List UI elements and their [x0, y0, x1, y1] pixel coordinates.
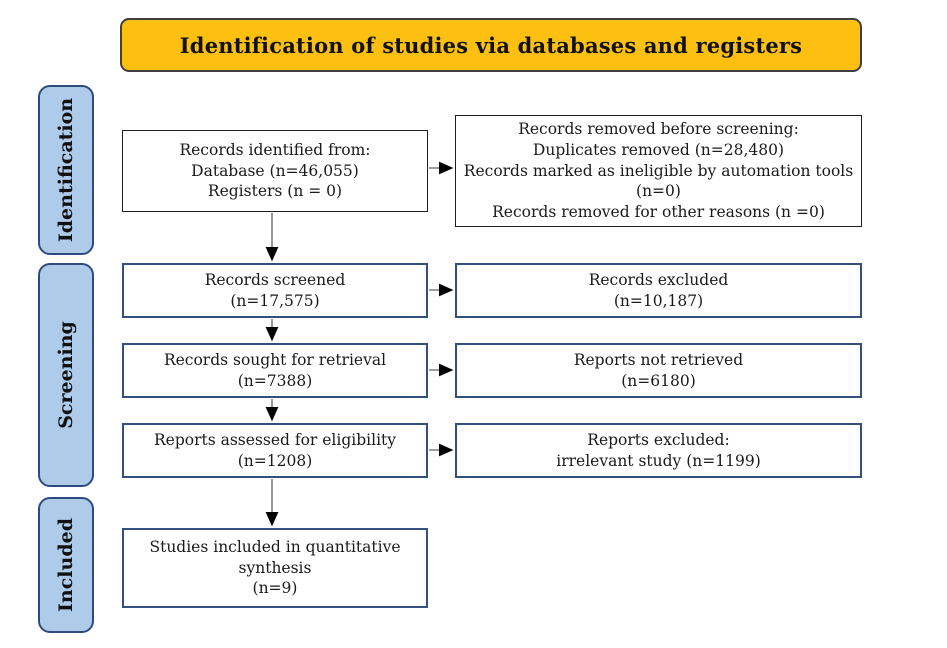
box-line: Records removed before screening:: [518, 119, 799, 138]
box-line: Records excluded: [588, 270, 729, 289]
box-line: Duplicates removed (n=28,480): [532, 140, 785, 159]
box-reports-excluded: Reports excluded: irrelevant study (n=11…: [455, 423, 862, 478]
box-line: Reports not retrieved: [573, 350, 744, 369]
phase-label-included: Included: [38, 497, 94, 633]
box-line: Database (n=46,055): [191, 161, 359, 180]
box-line: irrelevant study (n=1199): [556, 451, 761, 470]
box-line: (n=1208): [237, 451, 313, 470]
phase-label-screening: Screening: [38, 263, 94, 487]
box-line: (n=10,187): [613, 291, 704, 310]
phase-label-text: Identification: [55, 97, 77, 243]
box-reports-assessed: Reports assessed for eligibility (n=1208…: [122, 423, 428, 478]
box-records-screened: Records screened (n=17,575): [122, 263, 428, 318]
box-line: Reports assessed for eligibility: [153, 430, 397, 449]
box-studies-included: Studies included in quantitative synthes…: [122, 528, 428, 608]
box-reports-not-retrieved: Reports not retrieved (n=6180): [455, 343, 862, 398]
box-line: (n=9): [252, 579, 298, 598]
box-records-removed: Records removed before screening: Duplic…: [455, 115, 862, 227]
box-line: (n=0): [636, 182, 681, 201]
box-line: Reports excluded:: [587, 430, 730, 449]
box-line: Records identified from:: [179, 140, 371, 159]
box-line: synthesis: [238, 558, 312, 577]
box-line: Records marked as ineligible by automati…: [463, 161, 854, 180]
phase-label-text: Screening: [55, 321, 78, 429]
box-line: Studies included in quantitative: [149, 537, 401, 556]
box-line: Registers (n = 0): [207, 182, 343, 201]
box-line: (n=17,575): [230, 291, 320, 310]
box-records-excluded: Records excluded (n=10,187): [455, 263, 862, 318]
box-line: (n=7388): [237, 371, 313, 390]
box-records-identified: Records identified from: Database (n=46,…: [122, 130, 428, 212]
box-line: Records removed for other reasons (n =0): [492, 203, 825, 222]
box-line: Records sought for retrieval: [163, 350, 387, 369]
box-records-sought: Records sought for retrieval (n=7388): [122, 343, 428, 398]
diagram-title-banner: Identification of studies via databases …: [120, 18, 862, 72]
phase-label-text: Included: [55, 518, 77, 612]
diagram-title: Identification of studies via databases …: [179, 32, 803, 58]
box-line: Records screened: [204, 270, 346, 289]
phase-label-identification: Identification: [38, 85, 94, 255]
box-line: (n=6180): [621, 371, 696, 390]
